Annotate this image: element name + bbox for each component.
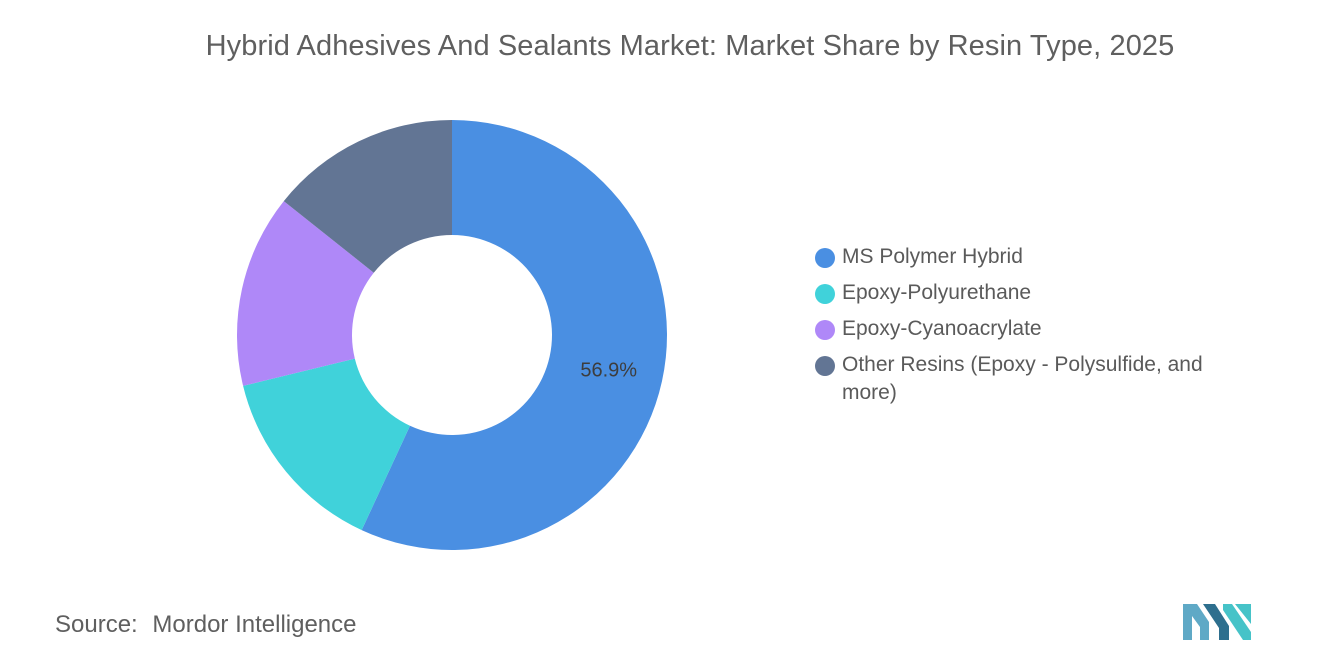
legend-label: Other Resins (Epoxy - Polysulfide, and m… [842, 353, 1203, 404]
slice-value-label-0: 56.9% [580, 360, 637, 382]
legend-item: Epoxy-Polyurethane [815, 279, 1255, 307]
source-name: Mordor Intelligence [152, 611, 357, 638]
chart-legend: MS Polymer Hybrid Epoxy-Polyurethane Epoxy… [815, 243, 1255, 415]
legend-swatch [815, 248, 835, 268]
legend-item: Epoxy-Cyanoacrylate [815, 315, 1255, 343]
donut-slice-0 [361, 120, 667, 550]
chart-title: Hybrid Adhesives And Sealants Market: Ma… [205, 30, 1175, 62]
source-note: Source: Mordor Intelligence [55, 611, 357, 639]
donut-slice-2 [237, 201, 374, 386]
donut-slice-1 [243, 358, 410, 531]
donut-slice-3 [283, 120, 452, 273]
mordor-intelligence-logo-icon [1183, 604, 1251, 640]
legend-swatch [815, 320, 835, 340]
source-prefix: Source: [55, 611, 138, 638]
legend-label: MS Polymer Hybrid [842, 245, 1023, 268]
legend-label: Epoxy-Polyurethane [842, 281, 1032, 304]
legend-swatch [815, 356, 835, 376]
legend-label: Epoxy-Cyanoacrylate [842, 317, 1042, 340]
legend-swatch [815, 284, 835, 304]
legend-item: Other Resins (Epoxy - Polysulfide, and m… [815, 351, 1255, 407]
legend-item: MS Polymer Hybrid [815, 243, 1255, 271]
